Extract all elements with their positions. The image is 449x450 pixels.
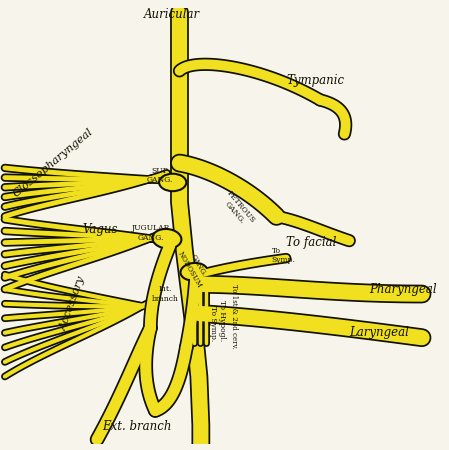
Text: Int.
branch: Int. branch: [151, 285, 178, 303]
Ellipse shape: [152, 229, 181, 248]
Text: JUGULAR
GANG.: JUGULAR GANG.: [131, 224, 170, 242]
Text: Auricular: Auricular: [144, 9, 200, 22]
Text: Glossopharyngeal: Glossopharyngeal: [12, 127, 95, 199]
Text: SUP
GANG.: SUP GANG.: [147, 167, 173, 184]
Text: To Symp.: To Symp.: [209, 306, 216, 341]
Text: PETROUS
GANG.: PETROUS GANG.: [219, 189, 257, 230]
Text: Tympanic: Tympanic: [286, 74, 344, 87]
Text: Pharyngeal: Pharyngeal: [369, 283, 436, 296]
Text: Laryngeal: Laryngeal: [349, 326, 409, 339]
Text: To facial: To facial: [286, 236, 337, 249]
Text: Accessory: Accessory: [58, 275, 87, 332]
Text: To 1st & 2nd cerv.: To 1st & 2nd cerv.: [230, 284, 238, 349]
Text: GANG.
NODOSUM: GANG. NODOSUM: [176, 246, 212, 290]
Ellipse shape: [180, 263, 207, 280]
Text: Ext. branch: Ext. branch: [102, 420, 172, 433]
Text: To
Symp.: To Symp.: [272, 247, 295, 264]
Ellipse shape: [159, 174, 186, 191]
Text: To Hypogl.: To Hypogl.: [218, 300, 226, 341]
Text: Vagus: Vagus: [83, 222, 118, 235]
